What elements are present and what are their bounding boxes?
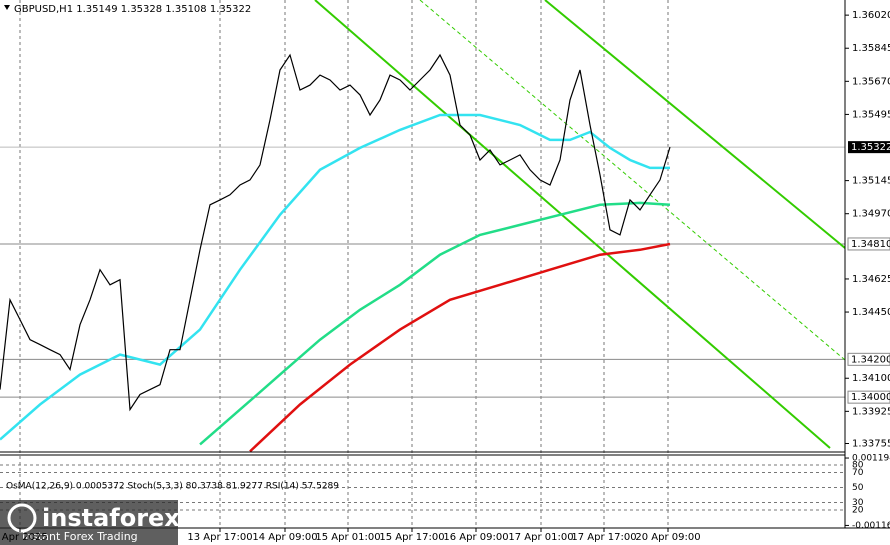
y-tick-label: 1.35670 [852, 76, 890, 87]
level-box [847, 352, 890, 366]
chart-title: GBPUSD,H1 1.35149 1.35328 1.35108 1.3532… [14, 4, 251, 15]
series-line [249, 242, 671, 453]
x-tick-label: 20 Apr 09:00 [635, 532, 700, 543]
channel-line [314, 0, 831, 449]
x-tick-label: 17 Apr 17:00 [571, 532, 636, 543]
y-tick-label: 1.33755 [852, 438, 890, 449]
trend-channels [314, 0, 846, 449]
indicator-tick-label: 70 [852, 468, 864, 478]
title-icon [4, 5, 10, 10]
level-box [847, 390, 890, 404]
x-tick-label: 15 Apr 17:00 [379, 532, 444, 543]
level-label: 1.34200 [851, 354, 890, 365]
x-tick-label: 16 Apr 09:00 [443, 532, 508, 543]
x-tick-label: 9 Apr 2025 [0, 532, 48, 543]
y-tick-label: 1.35145 [852, 176, 890, 187]
y-tick-label: 1.34970 [852, 209, 890, 220]
y-tick-label: 1.34100 [852, 373, 890, 384]
indicator-tick-label: 0.001194 [852, 454, 890, 464]
series-line [199, 201, 671, 446]
series-line [0, 113, 670, 441]
level-label: 1.34810 [851, 239, 890, 250]
series-line [0, 53, 671, 412]
current-price-label: 1.35322 [851, 142, 890, 153]
y-tick-label: 1.34625 [852, 274, 890, 285]
level-box [847, 237, 890, 251]
x-tick-label: 13 Apr 17:00 [187, 532, 252, 543]
x-tick-label: 14 Apr 09:00 [252, 532, 317, 543]
x-tick-label: 15 Apr 01:00 [315, 532, 380, 543]
y-tick-label: 1.33925 [852, 406, 890, 417]
channel-line [419, 0, 846, 361]
series-layer [0, 53, 671, 453]
x-tick-label: 17 Apr 01:00 [508, 532, 573, 543]
indicator-tick-label: 80 [852, 461, 864, 471]
level-label: 1.34000 [851, 392, 890, 403]
grid-layer [0, 0, 845, 528]
channel-line [544, 0, 846, 249]
indicator-tick-label: 50 [852, 483, 864, 493]
indicator-tick-label: 30 [852, 498, 864, 508]
indicator-title: OsMA(12,26,9) 0.0005372 Stoch(5,3,3) 80.… [6, 482, 339, 492]
watermark-brand: instaforex [42, 504, 180, 532]
watermark-tagline: Instant Forex Trading [22, 530, 138, 543]
y-tick-label: 1.35495 [852, 109, 890, 120]
indicator-tick-label: -0.00116 [852, 521, 890, 531]
y-tick-label: 1.34450 [852, 307, 890, 318]
y-tick-label: 1.35845 [852, 43, 890, 54]
watermark-logo [7, 503, 37, 533]
indicator-tick-label: 20 [852, 506, 864, 516]
y-tick-label: 1.36020 [852, 10, 890, 21]
watermark: instaforex Instant Forex Trading [0, 500, 180, 545]
current-price-box [848, 141, 890, 154]
